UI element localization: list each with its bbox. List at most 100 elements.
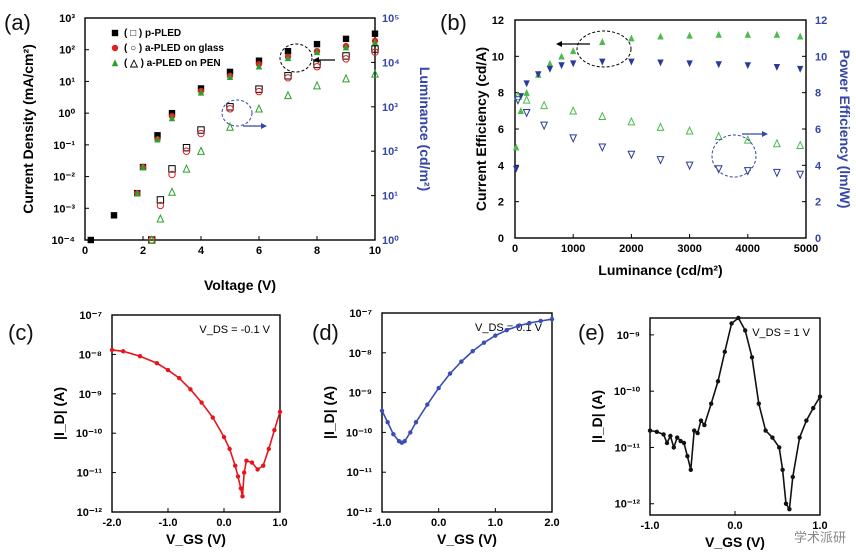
data-point <box>313 48 321 56</box>
x-tick-label: 1000 <box>561 243 585 255</box>
data-point <box>743 135 752 144</box>
panel-label: (b) <box>440 10 467 35</box>
y-tick-label: 6 <box>498 124 504 136</box>
data-point <box>277 409 283 414</box>
panel-label: (d) <box>312 320 339 345</box>
y-tick-label: 12 <box>815 15 827 27</box>
data-point <box>313 40 321 48</box>
data-point <box>523 80 530 88</box>
legend-marker <box>111 59 119 67</box>
data-point <box>685 453 690 459</box>
data-point <box>657 32 664 40</box>
x-tick-label: 5000 <box>794 243 818 255</box>
y-tick-label: 10⁻² <box>53 172 75 184</box>
y-tick-label: 10⁻¹⁰ <box>346 427 373 439</box>
data-point <box>569 134 578 143</box>
data-point <box>715 61 722 69</box>
data-point <box>156 196 165 204</box>
data-point <box>744 62 751 70</box>
plot-frame <box>649 317 821 516</box>
data-point <box>447 371 453 376</box>
data-point <box>226 105 234 113</box>
y-tick-label: 10⁻⁸ <box>349 348 372 360</box>
data-point <box>686 31 693 39</box>
data-point <box>772 138 781 148</box>
data-point <box>436 385 441 391</box>
data-point <box>235 474 241 479</box>
data-point <box>664 440 670 446</box>
data-point <box>569 105 578 115</box>
data-point <box>284 54 292 62</box>
data-point <box>249 460 255 465</box>
data-point <box>671 445 676 450</box>
data-point <box>371 38 379 46</box>
data-point <box>233 463 238 468</box>
data-point <box>714 131 723 140</box>
data-point <box>685 161 694 171</box>
y-tick-label: 10⁻⁹ <box>79 389 102 401</box>
x-tick-label: 0.0 <box>727 520 742 532</box>
data-point <box>177 375 182 381</box>
y-axis-title: Current Efficiency (cd/A) <box>473 47 489 211</box>
series <box>147 69 379 244</box>
data-point <box>87 236 94 244</box>
x-tick-label: -1.0 <box>159 517 178 529</box>
y-tick-label: 2 <box>498 197 504 209</box>
data-point <box>504 327 509 333</box>
data-point <box>154 360 159 366</box>
data-point <box>165 367 171 373</box>
data-point <box>688 467 693 473</box>
y-tick-label: 10 <box>815 51 827 63</box>
data-point <box>261 463 266 468</box>
data-point <box>715 30 722 38</box>
series-line <box>111 349 281 497</box>
data-point <box>749 355 755 360</box>
data-point <box>681 440 687 446</box>
data-point <box>546 65 554 73</box>
data-point <box>371 48 379 56</box>
data-point <box>425 402 430 407</box>
y-tick-label: 10² <box>59 45 75 57</box>
y-tick-label: 10⁴ <box>382 57 400 69</box>
data-point <box>772 168 781 178</box>
data-point <box>284 74 292 82</box>
x-tick-label: 1.0 <box>272 517 287 529</box>
y-axis-title: |I_D| (A) <box>589 390 605 443</box>
y-tick-label: 10⁻¹¹ <box>615 442 641 454</box>
x-tick-label: 1.0 <box>812 520 827 532</box>
data-point <box>811 405 816 411</box>
data-point <box>668 433 673 439</box>
data-point <box>371 69 379 78</box>
data-point <box>599 38 606 45</box>
x-tick-label: -1.0 <box>373 517 392 529</box>
data-point <box>402 439 407 444</box>
data-point <box>197 126 205 134</box>
data-point <box>512 143 520 151</box>
data-point <box>678 438 683 444</box>
data-point <box>342 43 350 51</box>
data-point <box>272 427 277 433</box>
y-axis-title: Current Density (mA/cm²) <box>20 44 36 214</box>
data-point <box>134 189 141 197</box>
series <box>512 58 804 173</box>
data-point <box>743 328 748 333</box>
y-tick-label: 10⁻¹² <box>615 499 641 511</box>
data-point <box>804 418 809 423</box>
panel-label: (e) <box>578 320 605 345</box>
data-point <box>210 415 215 420</box>
data-point <box>773 30 781 38</box>
x-tick-label: 8 <box>314 245 320 257</box>
data-point <box>199 400 204 405</box>
x-tick-label: 4000 <box>736 243 760 255</box>
data-point <box>342 35 350 43</box>
data-point <box>255 467 260 472</box>
data-point <box>221 434 227 440</box>
x-tick-label: 0 <box>82 245 88 257</box>
data-point <box>512 165 520 173</box>
data-point <box>790 474 795 480</box>
y-tick-label: 10⁻⁷ <box>349 308 372 320</box>
y-tick-label: 4 <box>815 160 822 172</box>
data-point <box>570 47 577 55</box>
data-point <box>817 394 823 399</box>
y-tick-label: 10¹ <box>59 76 75 88</box>
